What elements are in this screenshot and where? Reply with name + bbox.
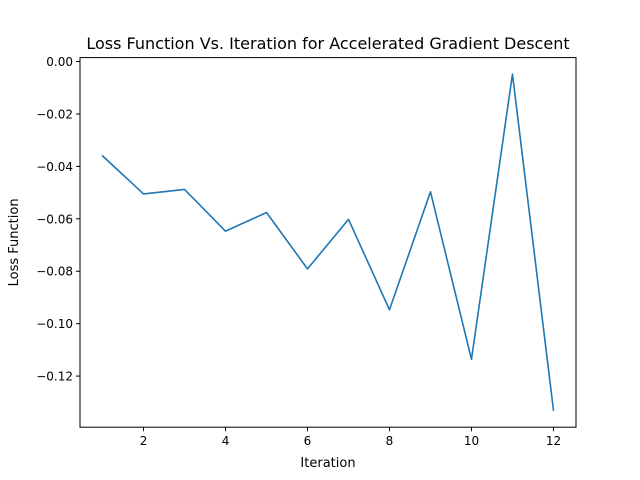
data-point <box>307 268 309 270</box>
y-tick-label: −0.08 <box>36 265 73 279</box>
x-tick-label: 6 <box>304 434 312 448</box>
data-point <box>389 309 391 311</box>
y-tick-label: −0.12 <box>36 370 73 384</box>
y-tick-label: −0.06 <box>36 212 73 226</box>
plot-area <box>101 73 555 412</box>
data-point <box>553 409 555 411</box>
axes-frame <box>79 57 577 428</box>
x-tick-label: 2 <box>140 434 148 448</box>
y-tick-label: −0.04 <box>36 160 73 174</box>
data-point <box>225 230 227 232</box>
x-tick-label: 8 <box>386 434 394 448</box>
data-point <box>430 191 432 193</box>
x-tick-label: 4 <box>222 434 230 448</box>
data-point <box>184 189 186 191</box>
data-point <box>512 73 514 75</box>
chart-title: Loss Function Vs. Iteration for Accelera… <box>86 34 569 53</box>
data-point <box>471 359 473 361</box>
series-line <box>101 73 555 412</box>
x-axis-ticks: 2 4 6 8 10 12 <box>140 427 561 448</box>
y-axis-label: Loss Function <box>7 198 22 286</box>
y-tick-label: −0.02 <box>36 107 73 121</box>
y-axis-ticks: 0.00 −0.02 −0.04 −0.06 −0.08 −0.10 −0.12 <box>36 55 80 384</box>
data-point <box>143 193 145 195</box>
x-tick-label: 10 <box>464 434 479 448</box>
y-tick-label: −0.10 <box>36 317 73 331</box>
x-axis-label: Iteration <box>300 456 355 471</box>
data-point <box>266 212 268 214</box>
y-tick-label: 0.00 <box>46 55 73 69</box>
data-point <box>102 155 104 157</box>
data-point <box>348 219 350 221</box>
x-tick-label: 12 <box>546 434 561 448</box>
